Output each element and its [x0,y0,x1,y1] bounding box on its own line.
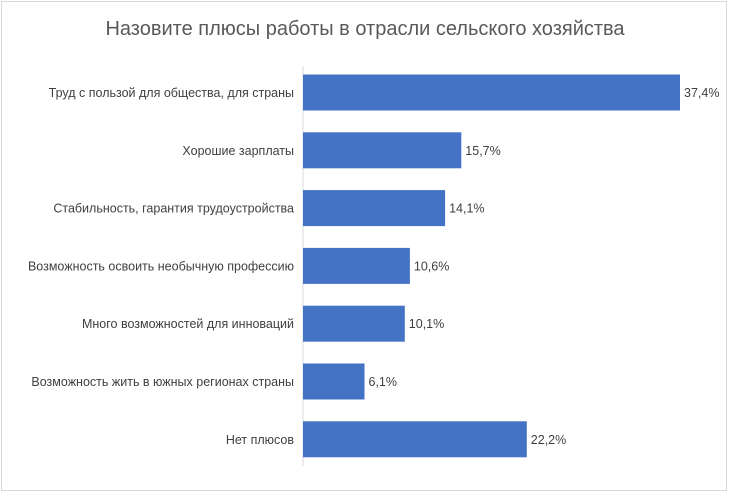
category-label: Возможность жить в южных регионах страны [31,375,294,389]
data-label: 10,6% [414,259,449,273]
bar [303,247,410,284]
data-label: 6,1% [369,375,398,389]
bar [303,305,405,342]
category-label: Нет плюсов [226,433,295,447]
bar [303,363,365,400]
data-label: 22,2% [531,433,566,447]
data-label: 14,1% [449,202,484,216]
chart-title: Назовите плюсы работы в отрасли сельског… [105,18,625,40]
category-label: Хорошие зарплаты [182,144,294,158]
bar [303,190,446,227]
data-label: 15,7% [465,144,500,158]
bar [303,421,527,458]
category-label: Стабильность, гарантия трудоустройства [53,202,294,216]
bar [303,74,680,111]
bar [303,132,462,169]
category-label: Труд с пользой для общества, для страны [49,86,294,100]
category-label: Возможность освоить необычную профессию [28,259,294,273]
data-label: 10,1% [409,317,444,331]
category-label: Много возможностей для инноваций [82,317,294,331]
data-label: 37,4% [684,86,719,100]
